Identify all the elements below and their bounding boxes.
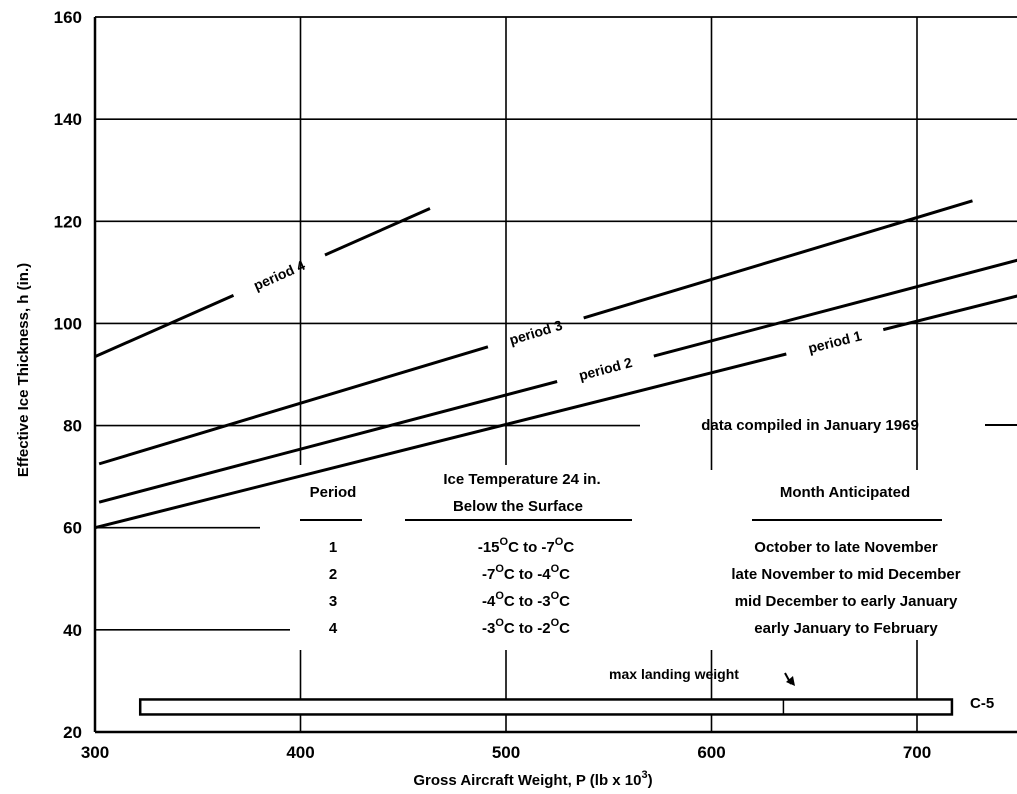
x-tick-label-500: 500	[492, 743, 520, 762]
series-line-period-3-b	[583, 199, 973, 320]
x-tick-label-700: 700	[903, 743, 931, 762]
series-line-period-4-a	[94, 294, 235, 358]
y-tick-label-160: 160	[54, 8, 82, 27]
c5-label: C-5	[970, 695, 994, 712]
table-header-temp-line2: Below the Surface	[453, 498, 583, 515]
table-row-temp-2: -7OC to -4OC	[482, 563, 570, 583]
table-row-month-3: mid December to early January	[735, 593, 958, 610]
series-line-period-1-b	[882, 294, 1017, 332]
table-row-month-2: late November to mid December	[731, 566, 960, 583]
x-tick-label-600: 600	[697, 743, 725, 762]
axes	[93, 16, 1017, 734]
y-tick-label-20: 20	[63, 723, 82, 742]
y-tick-label-80: 80	[63, 417, 82, 436]
y-tick-label-140: 140	[54, 110, 82, 129]
series-label-period-4: period 4	[251, 257, 307, 294]
max-landing-weight-label: max landing weight	[609, 666, 739, 682]
table-rows: 1 -15OC to -7OC October to late November 2 -…	[329, 536, 961, 637]
table-row-month-4: early January to February	[754, 620, 938, 637]
x-tick-label-400: 400	[286, 743, 314, 762]
data-compiled-note: data compiled in January 1969	[701, 417, 919, 434]
table-header-period: Period	[310, 484, 357, 501]
table-row-temp-3: -4OC to -3OC	[482, 590, 570, 610]
c5-range-bar	[138, 698, 954, 716]
y-tick-label-120: 120	[54, 212, 82, 231]
series-label-period-1: period 1	[806, 327, 863, 356]
table-row-period-3: 3	[329, 593, 337, 610]
table-row-temp-4: -3OC to -2OC	[482, 617, 570, 637]
series-line-period-2-b	[653, 258, 1017, 358]
series-label-period-2: period 2	[577, 354, 634, 383]
series-line-period-4-b	[324, 207, 431, 257]
series-label-period-3: period 3	[507, 317, 564, 348]
tick-labels: 20 40 60 80 100 120 140 160 300 400 500 600 700	[54, 8, 932, 762]
table-row-period-1: 1	[329, 539, 337, 556]
y-tick-label-100: 100	[54, 314, 82, 333]
table-header-month: Month Anticipated	[780, 484, 910, 501]
y-axis-label: Effective Ice Thickness, h (in.)	[15, 263, 32, 477]
c5-weight-range	[138, 672, 954, 716]
table-row-temp-1: -15OC to -7OC	[478, 536, 574, 556]
y-tick-label-40: 40	[63, 621, 82, 640]
table-row-period-4: 4	[329, 620, 338, 637]
y-tick-label-60: 60	[63, 519, 82, 538]
series-line-period-2-a	[98, 380, 558, 504]
table-header-temp-line1: Ice Temperature 24 in.	[443, 471, 600, 488]
series-line-period-1-a	[94, 352, 787, 530]
x-axis-label: Gross Aircraft Weight, P (lb x 103)	[413, 769, 652, 789]
max-landing-weight-arrow-head	[786, 676, 795, 686]
table-row-period-2: 2	[329, 566, 337, 583]
table-row-month-1: October to late November	[754, 539, 938, 556]
x-tick-label-300: 300	[81, 743, 109, 762]
series-line-period-3-a	[98, 345, 489, 466]
